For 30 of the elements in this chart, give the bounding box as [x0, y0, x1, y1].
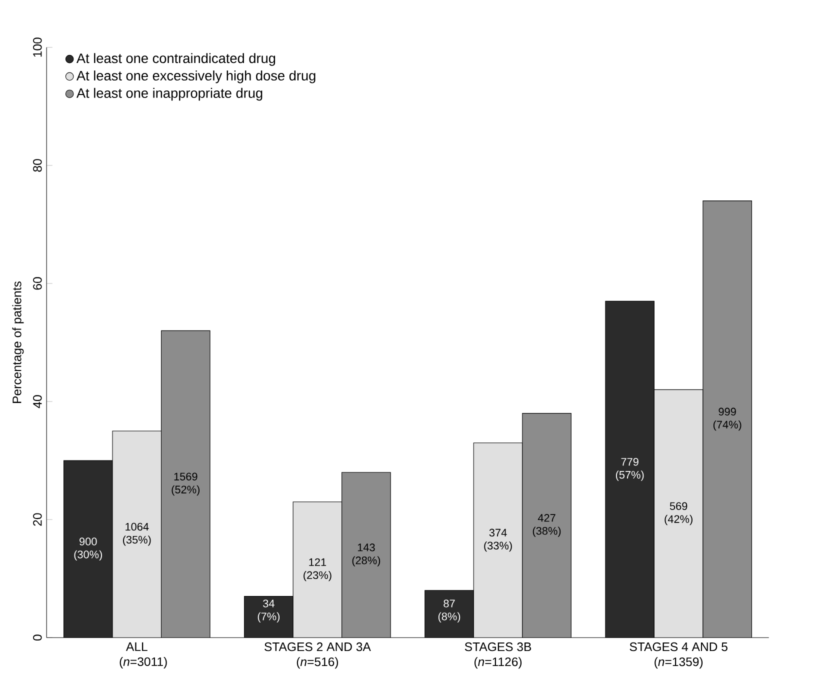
x-tick-label: ALL (n=3011): [120, 642, 167, 669]
data-label: 121 (23%): [304, 558, 332, 582]
data-label: 374 (33%): [484, 528, 512, 552]
legend-label: At least one inappropriate drug: [76, 88, 262, 101]
data-label: 900 (30%): [74, 538, 102, 561]
x-tick-label: STAGES 3B (n=1126): [464, 642, 532, 669]
y-tick-label: 0: [33, 634, 42, 641]
bar: [654, 390, 704, 638]
data-label: 569 (42%): [664, 502, 692, 526]
y-tick-label: 80: [33, 159, 42, 172]
bar: [293, 502, 342, 638]
y-tick-label: 60: [33, 277, 42, 290]
data-label: 427 (38%): [532, 514, 561, 537]
y-tick-label: 40: [33, 395, 42, 408]
data-label: 1064 (35%): [123, 522, 151, 546]
data-label: 999 (74%): [713, 408, 742, 431]
x-tick-label: STAGES 4 AND 5 (n=1359): [630, 642, 728, 669]
y-axis-title: Percentage of patients: [12, 282, 24, 404]
data-label: 87 (8%): [438, 600, 460, 623]
y-tick-label: 20: [33, 513, 42, 526]
bar: [474, 442, 522, 638]
legend-label: At least one contraindicated drug: [76, 53, 276, 66]
data-label: 143 (28%): [352, 544, 380, 566]
legend-label: At least one excessively high dose drug: [76, 70, 316, 84]
data-label: 779 (57%): [616, 458, 644, 481]
bar: [112, 431, 162, 638]
y-tick-label: 100: [33, 38, 42, 57]
data-label: 1569 (52%): [172, 472, 200, 496]
data-label: 34 (7%): [258, 600, 280, 623]
x-tick-label: STAGES 2 AND 3A (n=516): [264, 642, 371, 669]
